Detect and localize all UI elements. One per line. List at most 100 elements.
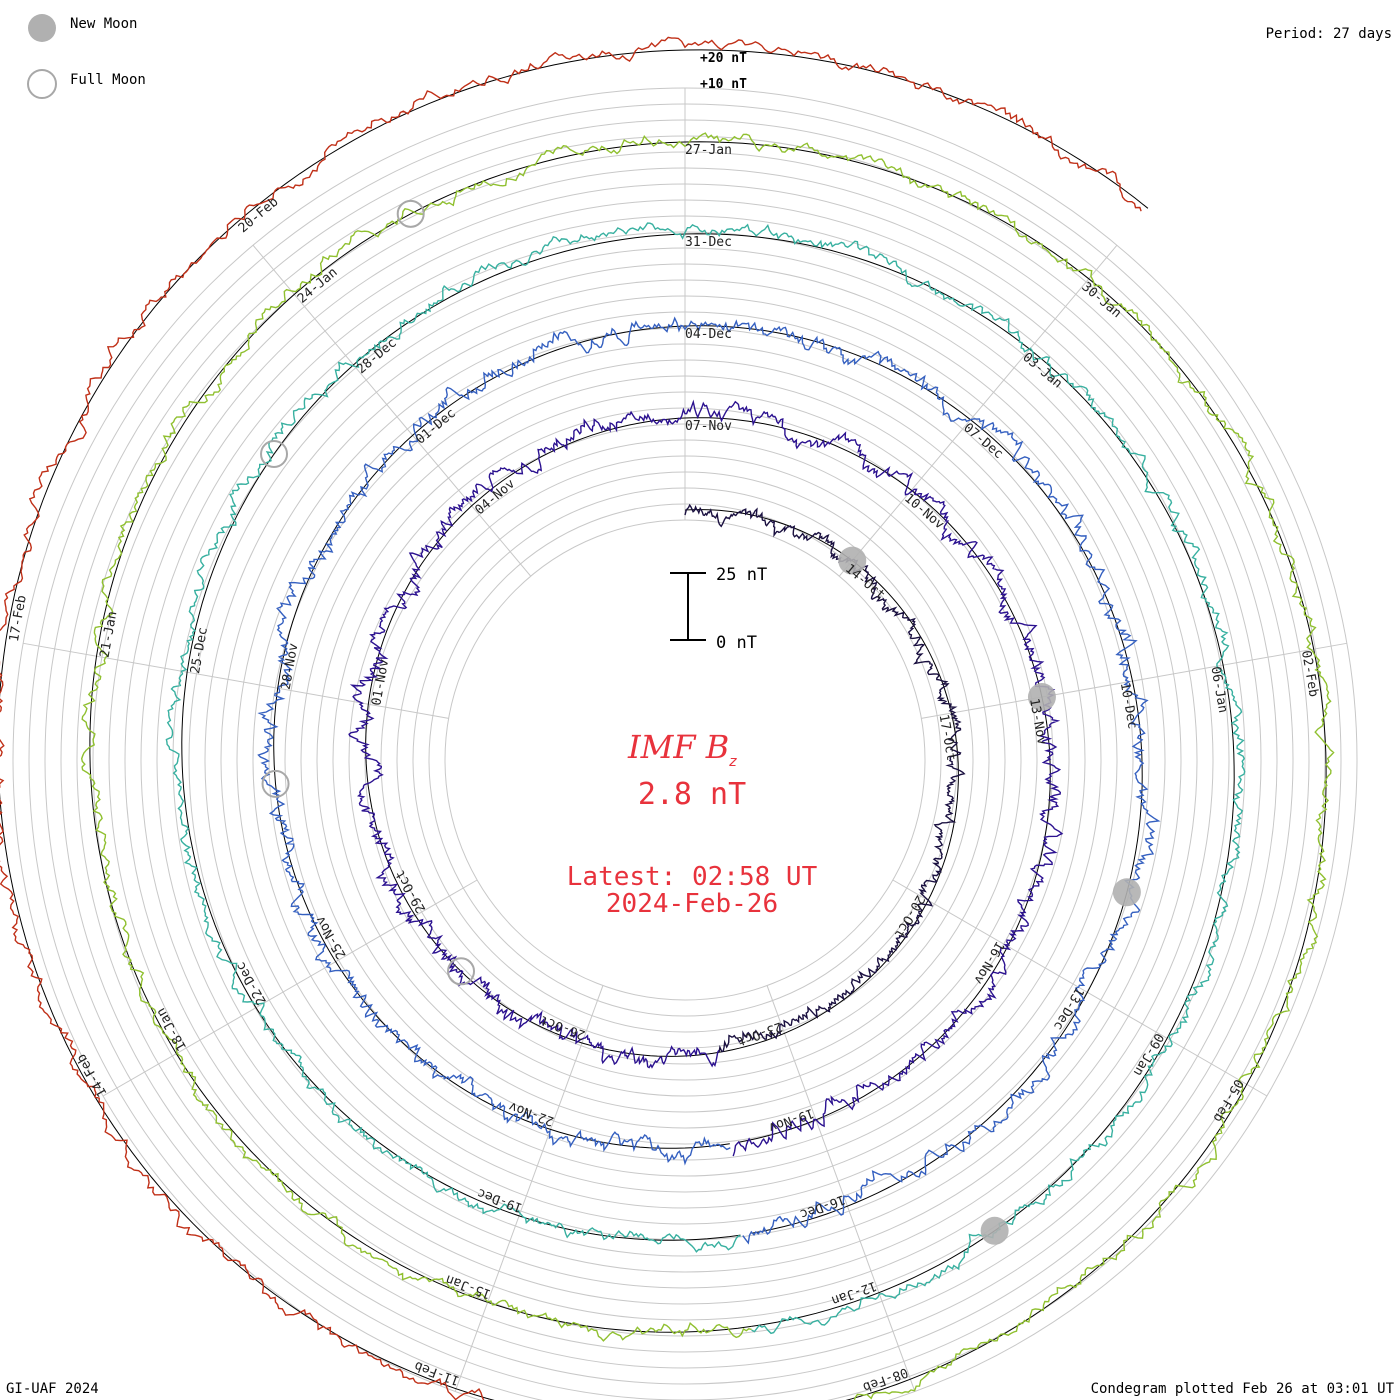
new-moon-icon: [28, 14, 56, 42]
scale-top-label: 25 nT: [716, 565, 767, 585]
date-label: 21-Jan: [97, 610, 120, 659]
date-label: 07-Nov: [685, 419, 732, 434]
grid-ring: [412, 487, 958, 1033]
trace-series-0: [684, 503, 966, 1053]
full-moon-label: Full Moon: [70, 72, 146, 88]
grid-ring: [428, 503, 942, 1017]
date-label: 22-Nov: [507, 1098, 556, 1128]
date-label: 04-Dec: [685, 327, 732, 342]
full-moon-marker-6: [261, 769, 290, 798]
grid-ring: [140, 215, 1230, 1305]
grid-ring: [348, 423, 1022, 1097]
grid-spoke: [102, 879, 478, 1097]
date-label: 31-Dec: [685, 235, 732, 250]
date-label: 08-Feb: [861, 1364, 910, 1394]
grid-ring: [12, 87, 1358, 1400]
date-label: 02-Feb: [1298, 649, 1321, 698]
grid-spoke: [252, 244, 532, 577]
trace-series-2: [257, 316, 1161, 1245]
grid-spoke: [838, 244, 1118, 577]
date-label: 27-Jan: [685, 143, 732, 158]
legend: New Moon Full Moon: [27, 14, 146, 99]
date-label: 30-Jan: [1078, 280, 1124, 322]
date-label: 16-Dec: [798, 1191, 847, 1221]
full-moon-marker-7: [260, 440, 289, 469]
grid-ring: [380, 455, 990, 1065]
date-label: 25-Dec: [188, 626, 211, 675]
new-moon-label: New Moon: [70, 16, 137, 32]
trace-series-1: [348, 399, 1064, 1157]
date-label: 15-Jan: [444, 1271, 493, 1301]
date-label: 01-Nov: [369, 658, 392, 707]
date-label: 03-Jan: [1019, 350, 1065, 392]
date-label: 14-Oct: [842, 561, 888, 603]
full-moon-icon: [27, 69, 57, 99]
date-label: 19-Nov: [766, 1105, 815, 1135]
zero-line-4: [89, 141, 1327, 1400]
new-moon-marker-0: [838, 546, 867, 575]
grid-ring: [188, 263, 1182, 1257]
plotted-label: Condegram plotted Feb 26 at 03:01 UT: [1091, 1381, 1395, 1397]
grid-ring: [220, 295, 1150, 1225]
grid-ring: [316, 391, 1054, 1129]
grid-ring: [284, 359, 1086, 1161]
grid-ring: [364, 439, 1006, 1081]
trace-series-3: [165, 222, 1246, 1335]
ring-label-plus10: +10 nT: [700, 77, 747, 92]
title-subscript: z: [728, 754, 737, 770]
new-moon-marker-2: [1112, 878, 1141, 907]
full-moon-marker-5: [447, 957, 476, 986]
spoke-grid: [23, 88, 1347, 1392]
trace-series-4: [80, 132, 1335, 1400]
zero-line-5: [0, 49, 1149, 1400]
scale-bar: 25 nT 0 nT: [670, 565, 767, 653]
date-label: 24-Jan: [295, 265, 341, 307]
date-label: 17-Feb: [7, 594, 30, 643]
new-moon-marker-1: [1027, 683, 1056, 712]
latest-time: Latest: 02:58 UT: [567, 862, 818, 892]
scale-bottom-label: 0 nT: [716, 633, 757, 653]
grid-ring: [268, 343, 1102, 1177]
period-label: Period: 27 days: [1266, 26, 1392, 42]
date-label: 23-Oct: [735, 1018, 784, 1048]
date-label: 20-Feb: [236, 194, 282, 236]
grid-ring: [300, 375, 1070, 1145]
grid-spoke: [892, 879, 1268, 1097]
grid-ring: [236, 311, 1134, 1209]
date-label: 10-Dec: [1117, 681, 1140, 730]
grid-ring: [124, 199, 1246, 1321]
grid-spoke: [23, 642, 449, 719]
grid-ring: [108, 183, 1262, 1337]
data-traces: [0, 36, 1335, 1400]
date-label: 16-Nov: [970, 938, 1007, 986]
chart-title: IMF Bz: [627, 728, 737, 770]
grid-ring: [92, 167, 1278, 1353]
grid-spoke: [921, 642, 1347, 719]
new-moon-marker-3: [980, 1216, 1009, 1245]
grid-spoke: [766, 985, 916, 1392]
date-label: 07-Dec: [960, 420, 1006, 462]
latest-date: 2024-Feb-26: [606, 889, 778, 919]
grid-ring: [28, 103, 1342, 1400]
grid-ring: [444, 519, 926, 1001]
ring-label-plus20: +20 nT: [700, 51, 747, 66]
grid-ring: [396, 471, 974, 1049]
zero-line-3: [181, 233, 1235, 1327]
date-label: 14-Feb: [74, 1051, 111, 1099]
grid-spoke: [454, 985, 604, 1392]
grid-ring: [172, 247, 1198, 1273]
moon-markers: [260, 199, 1141, 1245]
grid-ring: [332, 407, 1038, 1113]
date-label: 28-Nov: [279, 642, 302, 691]
current-value: 2.8 nT: [638, 777, 746, 812]
date-label: 09-Jan: [1130, 1030, 1166, 1078]
full-moon-marker-8: [396, 199, 425, 228]
grid-ring: [44, 119, 1326, 1400]
credit-label: GI-UAF 2024: [6, 1381, 99, 1397]
ring-grid: [12, 87, 1358, 1400]
title-main: IMF B: [627, 728, 729, 766]
date-label: 26-Oct: [538, 1012, 587, 1042]
grid-ring: [76, 151, 1294, 1369]
grid-ring: [60, 135, 1310, 1385]
